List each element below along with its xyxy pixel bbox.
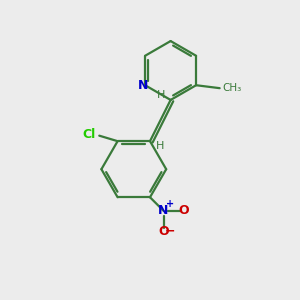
Text: N: N xyxy=(138,79,148,92)
Text: H: H xyxy=(156,141,164,151)
Text: N: N xyxy=(158,204,169,217)
Text: CH₃: CH₃ xyxy=(222,83,241,93)
Text: Cl: Cl xyxy=(82,128,96,141)
Text: H: H xyxy=(157,90,166,100)
Text: O: O xyxy=(178,204,189,217)
Text: −: − xyxy=(165,224,175,237)
Text: +: + xyxy=(166,199,174,209)
Text: O: O xyxy=(158,225,169,238)
